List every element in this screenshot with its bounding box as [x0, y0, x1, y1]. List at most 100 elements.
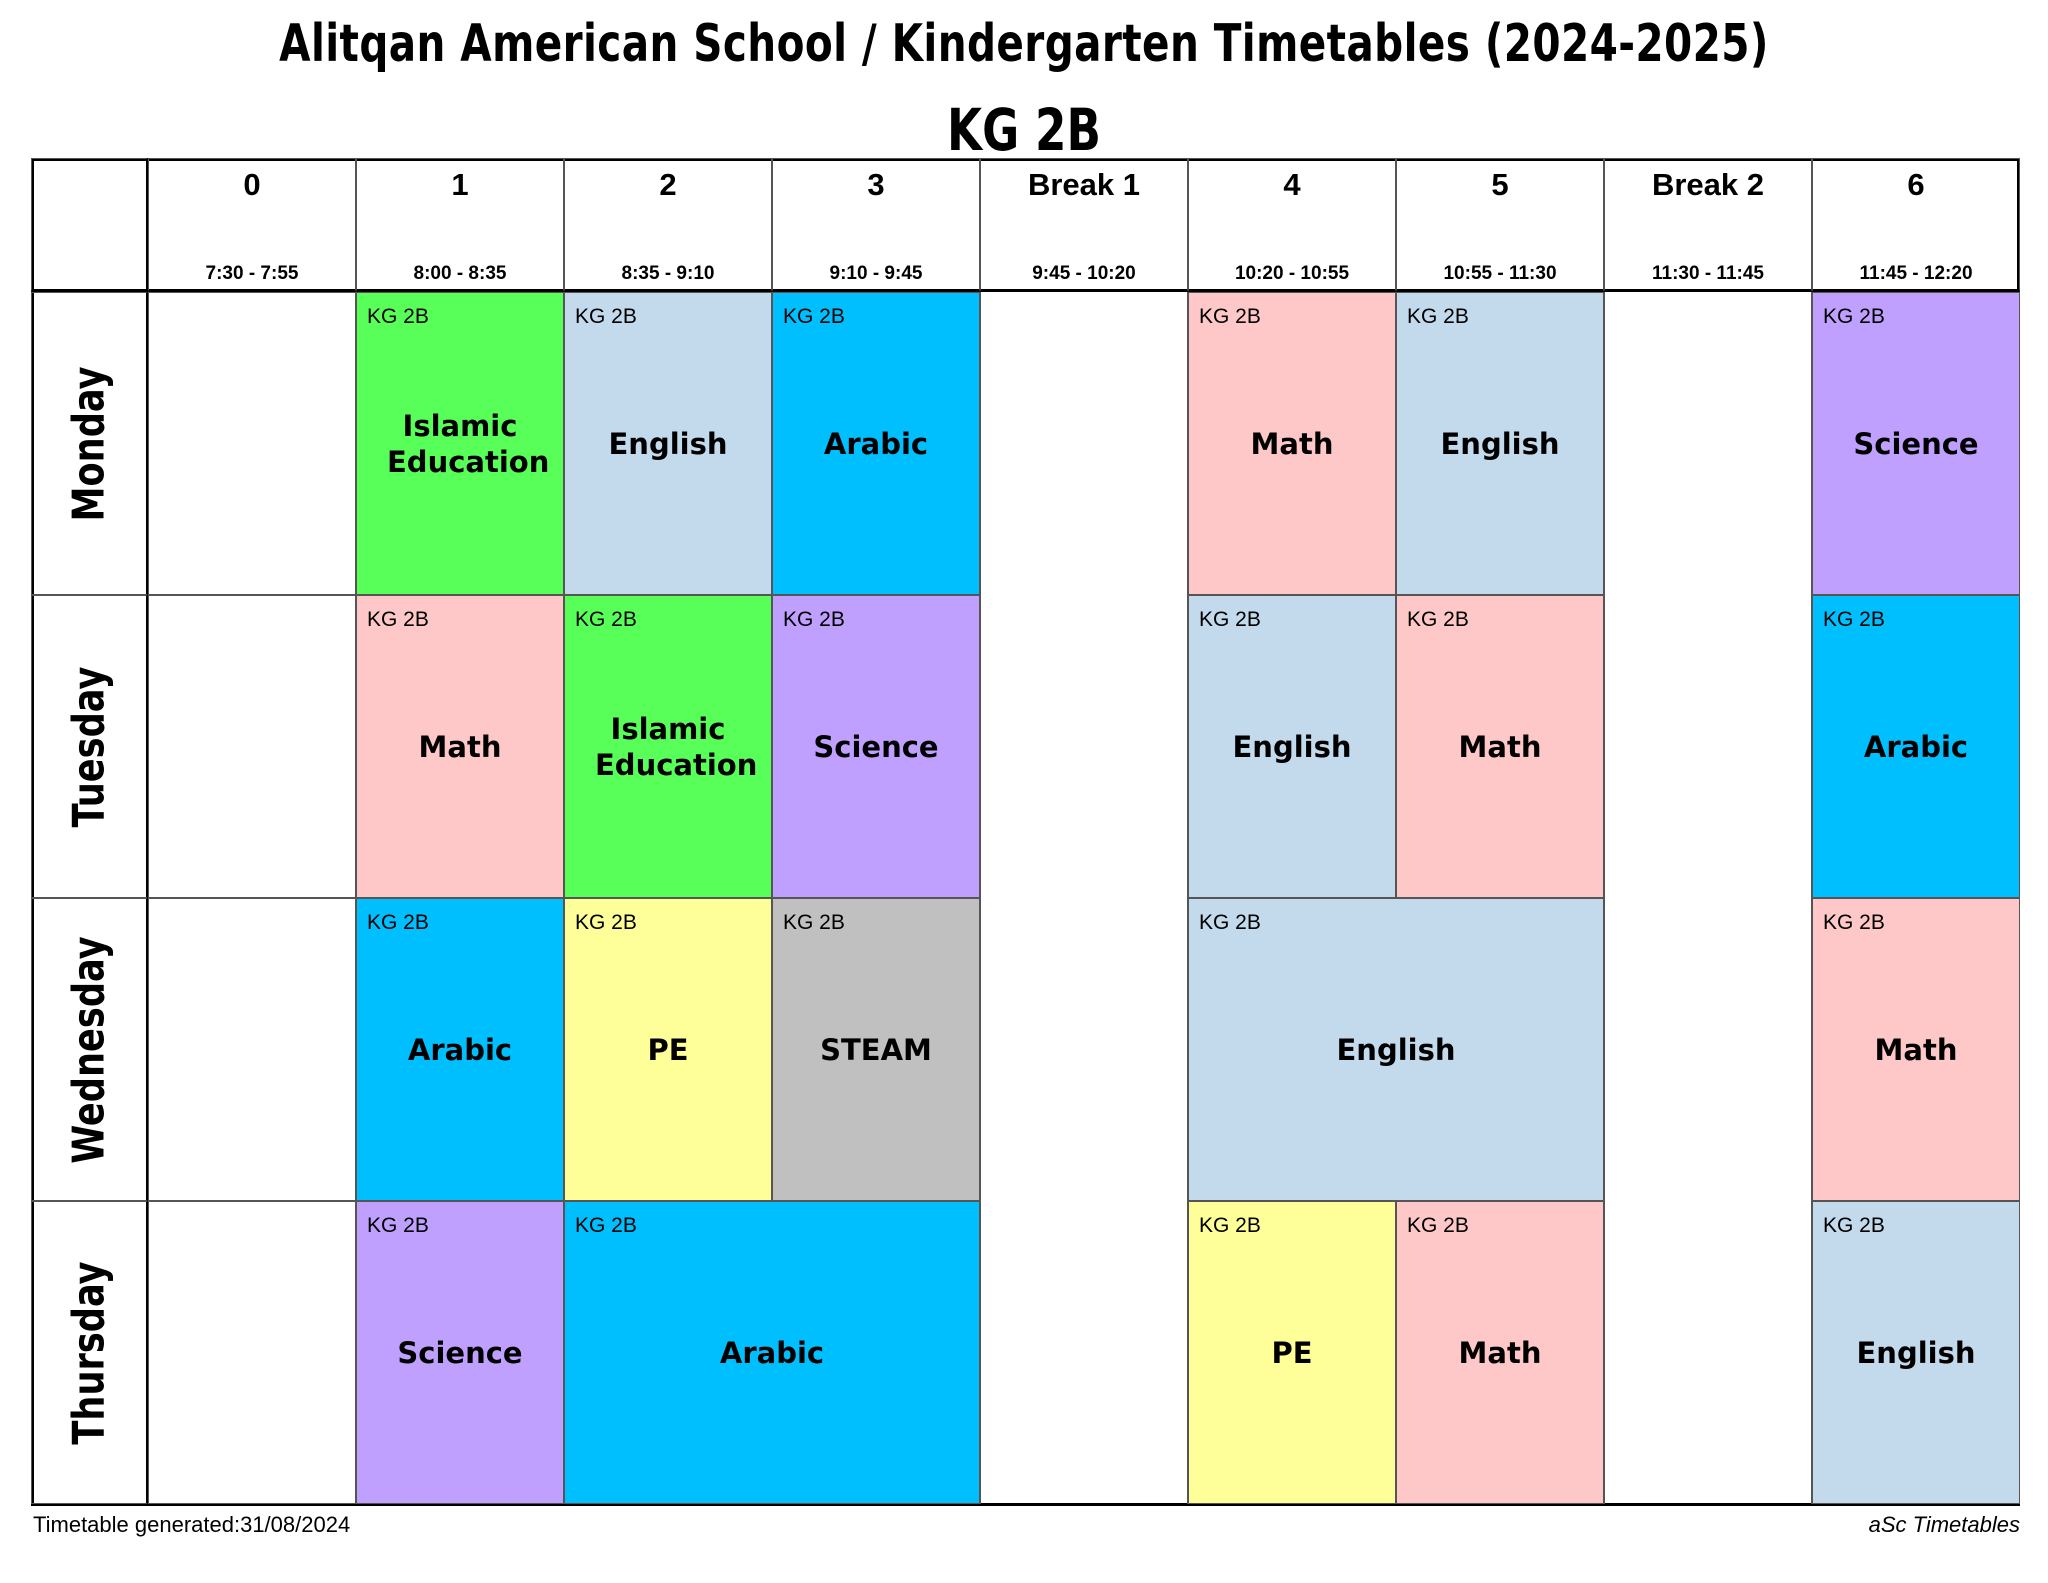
empty-slot — [1604, 292, 1812, 595]
page-title: Alitqan American School / Kindergarten T… — [279, 14, 1769, 74]
period-number: 2 — [659, 167, 677, 202]
lesson-card[interactable]: KG 2B Science — [1812, 292, 2020, 595]
period-header: 1 8:00 - 8:35 — [356, 158, 564, 292]
lesson-card[interactable]: KG 2B Math — [356, 595, 564, 898]
lesson-card[interactable]: KG 2B Math — [1188, 292, 1396, 595]
corner-cell — [31, 158, 148, 292]
lesson-subject: Math — [1458, 729, 1542, 764]
period-time: 11:30 - 11:45 — [1652, 263, 1764, 284]
period-header: 6 11:45 - 12:20 — [1812, 158, 2020, 292]
lesson-card[interactable]: KG 2B English — [564, 292, 772, 595]
lesson-class-label: KG 2B — [367, 1214, 429, 1237]
lesson-card[interactable]: KG 2B English — [1188, 595, 1396, 898]
day-wednesday-cell: Wednesday — [31, 898, 148, 1201]
lesson-class-label: KG 2B — [783, 305, 845, 328]
lesson-card[interactable]: KG 2B Science — [772, 595, 980, 898]
lesson-subject: Math — [418, 729, 502, 764]
lesson-subject: English — [1232, 729, 1352, 764]
empty-slot — [980, 1201, 1188, 1504]
lesson-class-label: KG 2B — [1823, 1214, 1885, 1237]
lesson-subject: Arabic — [719, 1335, 825, 1370]
lesson-class-label: KG 2B — [575, 305, 637, 328]
lesson-card[interactable]: KG 2B Islamic Education — [564, 595, 772, 898]
lesson-class-label: KG 2B — [575, 1214, 637, 1237]
lesson-subject: Math — [1458, 1335, 1542, 1370]
empty-slot — [1604, 1201, 1812, 1504]
empty-slot — [148, 1201, 356, 1504]
lesson-subject: Arabic — [1863, 729, 1969, 764]
period-time: 9:10 - 9:45 — [829, 263, 923, 284]
lesson-class-label: KG 2B — [367, 608, 429, 631]
period-number: 6 — [1907, 167, 1925, 202]
period-header: Break 2 11:30 - 11:45 — [1604, 158, 1812, 292]
lesson-card[interactable]: KG 2B Math — [1396, 1201, 1604, 1504]
lesson-card[interactable]: KG 2B Math — [1396, 595, 1604, 898]
day-thursday-cell: Thursday — [31, 1201, 148, 1504]
period-header: 2 8:35 - 9:10 — [564, 158, 772, 292]
lesson-subject: Math — [1874, 1032, 1958, 1067]
lesson-card[interactable]: KG 2B PE — [1188, 1201, 1396, 1504]
lesson-subject: STEAM — [820, 1032, 932, 1067]
period-time: 11:45 - 12:20 — [1859, 263, 1973, 284]
period-number: 4 — [1283, 167, 1301, 202]
period-time: 9:45 - 10:20 — [1032, 263, 1136, 284]
lesson-class-label: KG 2B — [1823, 305, 1885, 328]
period-header: Break 1 9:45 - 10:20 — [980, 158, 1188, 292]
lesson-class-label: KG 2B — [1199, 305, 1261, 328]
lesson-subject: Science — [1853, 426, 1979, 461]
period-time: 10:20 - 10:55 — [1234, 263, 1350, 284]
period-number: 1 — [451, 167, 469, 202]
lesson-class-label: KG 2B — [367, 911, 429, 934]
empty-slot — [980, 898, 1188, 1201]
period-time: 8:00 - 8:35 — [413, 263, 507, 284]
period-number: 0 — [243, 167, 261, 202]
empty-slot — [980, 292, 1188, 595]
lesson-subject: Islamic Education — [387, 408, 550, 479]
period-number: 3 — [867, 167, 885, 202]
lesson-card[interactable]: KG 2B English — [1812, 1201, 2020, 1504]
lesson-subject: English — [1856, 1335, 1976, 1370]
lesson-subject: Science — [397, 1335, 523, 1370]
lesson-subject: English — [1440, 426, 1560, 461]
lesson-card[interactable]: KG 2B Arabic — [1812, 595, 2020, 898]
lesson-card[interactable]: KG 2B Islamic Education — [356, 292, 564, 595]
lesson-subject: English — [608, 426, 728, 461]
lesson-class-label: KG 2B — [575, 911, 637, 934]
lesson-card[interactable]: KG 2B English — [1396, 292, 1604, 595]
period-time: 7:30 - 7:55 — [205, 263, 299, 284]
day-label: Thursday — [63, 1260, 115, 1445]
lesson-card[interactable]: KG 2B Math — [1812, 898, 2020, 1201]
lesson-subject: Arabic — [407, 1032, 513, 1067]
lesson-card[interactable]: KG 2B Arabic — [564, 1201, 980, 1504]
day-monday-cell: Monday — [31, 292, 148, 595]
empty-slot — [1604, 595, 1812, 898]
lesson-card[interactable]: KG 2B Arabic — [772, 292, 980, 595]
lesson-class-label: KG 2B — [783, 911, 845, 934]
day-label: Monday — [63, 365, 115, 522]
lesson-card[interactable]: KG 2B English — [1188, 898, 1604, 1201]
lesson-card[interactable]: KG 2B PE — [564, 898, 772, 1201]
period-number: 5 — [1491, 167, 1509, 202]
lesson-class-label: KG 2B — [575, 608, 637, 631]
lesson-class-label: KG 2B — [1199, 911, 1261, 934]
period-header: 5 10:55 - 11:30 — [1396, 158, 1604, 292]
lesson-class-label: KG 2B — [1199, 608, 1261, 631]
timetable-grid: 0 7:30 - 7:55 1 8:00 - 8:35 2 8:35 - 9:10 3 9:1… — [31, 158, 2020, 1506]
period-header: 4 10:20 - 10:55 — [1188, 158, 1396, 292]
period-time: 8:35 - 9:10 — [621, 263, 715, 284]
lesson-subject: Islamic Education — [595, 711, 758, 782]
lesson-subject: English — [1336, 1032, 1456, 1067]
lesson-card[interactable]: KG 2B Arabic — [356, 898, 564, 1201]
period-time: 10:55 - 11:30 — [1443, 263, 1557, 284]
generated-date: Timetable generated:31/08/2024 — [33, 1512, 351, 1537]
lesson-card[interactable]: KG 2B STEAM — [772, 898, 980, 1201]
lesson-subject: Math — [1250, 426, 1334, 461]
empty-slot — [980, 595, 1188, 898]
period-header: 3 9:10 - 9:45 — [772, 158, 980, 292]
lesson-subject: PE — [647, 1032, 689, 1067]
lesson-class-label: KG 2B — [1407, 608, 1469, 631]
lesson-card[interactable]: KG 2B Science — [356, 1201, 564, 1504]
period-header: 0 7:30 - 7:55 — [148, 158, 356, 292]
lesson-subject: Arabic — [823, 426, 929, 461]
lesson-subject: Science — [813, 729, 939, 764]
